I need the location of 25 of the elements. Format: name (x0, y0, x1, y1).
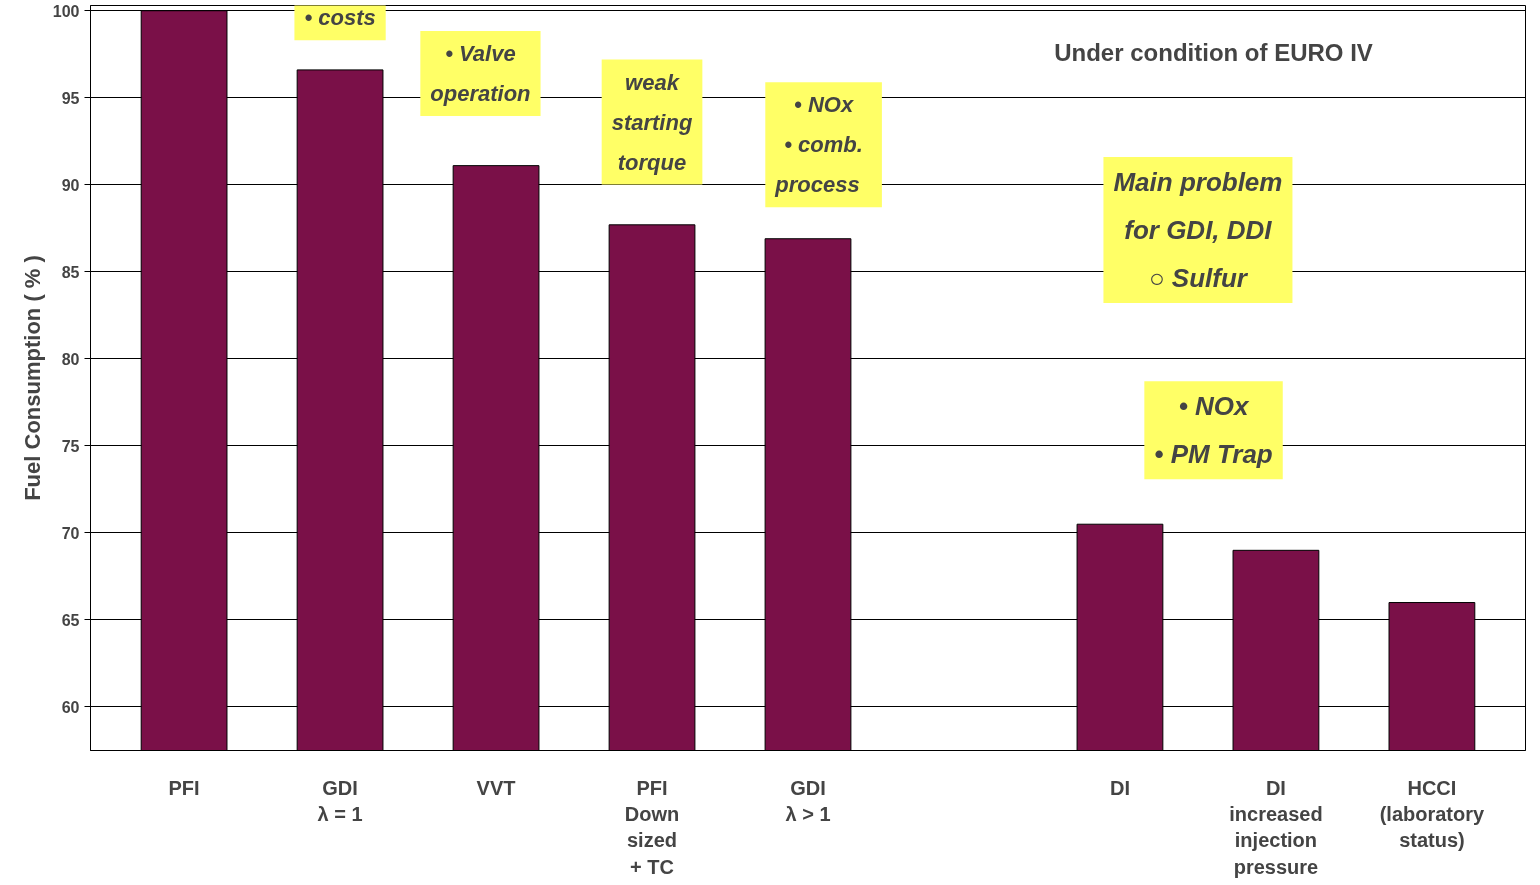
y-tick-label: 70 (61, 524, 80, 542)
annotation: • Valve operation (430, 40, 531, 106)
y-tick-label: 80 (61, 350, 80, 368)
y-tick-label: 85 (61, 263, 80, 281)
y-tick-label: 95 (61, 89, 80, 107)
annotation: Main problem for GDI, DDI ○ Sulfur (1113, 167, 1283, 294)
annotation: • NOx • PM Trap (1154, 391, 1273, 470)
x-tick-label: HCCI (laboratory status) (1379, 776, 1486, 852)
x-tick-label: GDI λ = 1 (317, 776, 363, 825)
y-tick-label: 90 (61, 176, 80, 194)
y-tick-label: 100 (52, 2, 80, 20)
annotation: Under condition of EURO IV (1054, 39, 1373, 66)
x-tick-label: PFI (168, 776, 200, 799)
y-tick-label: 60 (61, 698, 80, 716)
x-tick-label: GDI λ > 1 (785, 776, 831, 825)
x-tick-label: PFI Down sized + TC (624, 776, 680, 878)
y-axis-title: Fuel Consumption ( % ) (19, 255, 45, 501)
x-tick-label: DI (1109, 776, 1130, 799)
y-tick-label: 75 (61, 437, 80, 455)
annotation: • NOx • comb. process (774, 92, 863, 198)
y-tick-label: 65 (61, 611, 80, 629)
x-tick-label: DI increased injection pressure (1229, 776, 1323, 878)
annotation: • costs (304, 5, 376, 31)
x-tick-label: VVT (476, 776, 516, 799)
annotation: weak starting torque (611, 69, 693, 175)
